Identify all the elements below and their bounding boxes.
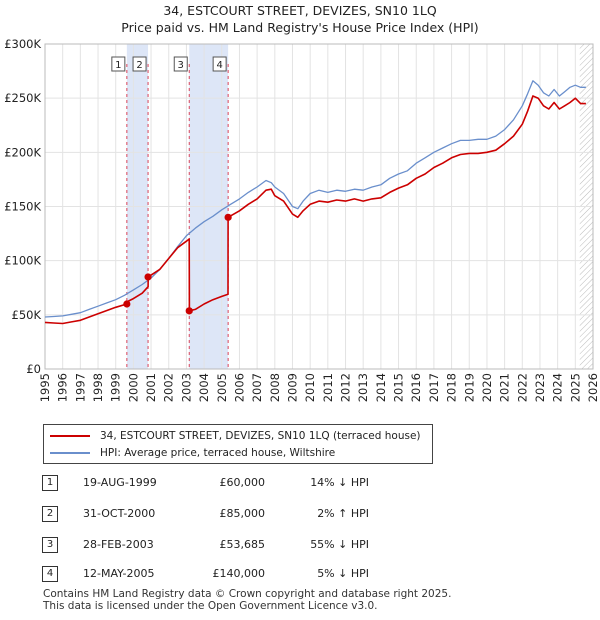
y-tick-label: £150K — [4, 200, 41, 214]
legend-item-property: 34, ESTCOURT STREET, DEVIZES, SN10 1LQ (… — [50, 428, 421, 444]
legend-swatch-hpi — [50, 452, 90, 454]
sale-price: £140,000 — [212, 567, 266, 580]
x-tick-label: 1996 — [56, 373, 70, 402]
sale-point — [185, 307, 193, 315]
sale-number-badge: 4 — [42, 566, 58, 582]
x-tick-label: 2008 — [268, 373, 282, 402]
y-tick-label: £250K — [4, 91, 41, 105]
sale-label: 2 — [136, 60, 142, 71]
sale-price: £60,000 — [219, 476, 266, 489]
y-tick-label: £50K — [12, 308, 42, 322]
chart-title: 34, ESTCOURT STREET, DEVIZES, SN10 1LQ — [163, 3, 437, 18]
legend-swatch-property — [50, 435, 90, 437]
property-price-line — [44, 95, 586, 325]
sale-price: £85,000 — [219, 507, 266, 520]
x-tick-label: 2000 — [126, 373, 140, 402]
x-tick-label: 2026 — [586, 373, 600, 402]
sale-label-box — [173, 56, 188, 72]
x-tick-label: 2019 — [462, 373, 476, 402]
y-tick-label: £0 — [26, 362, 41, 376]
sale-point — [144, 273, 152, 281]
y-tick-label: £200K — [4, 145, 41, 159]
x-tick-label: 2002 — [162, 373, 176, 402]
sale-date: 19-AUG-1999 — [83, 476, 157, 489]
x-tick-label: 1997 — [73, 373, 87, 402]
x-tick-label: 2012 — [339, 373, 353, 402]
sale-number-badge: 1 — [42, 475, 58, 491]
x-tick-label: 2022 — [515, 373, 529, 402]
x-tick-label: 1998 — [91, 373, 105, 402]
sale-price: £53,685 — [219, 538, 266, 551]
x-tick-label: 2023 — [533, 373, 547, 402]
plot-frame — [44, 43, 594, 370]
x-tick-label: 2021 — [498, 373, 512, 402]
sale-hpi-diff: 5% ↓ HPI — [317, 567, 369, 580]
x-tick-label: 2007 — [250, 373, 264, 402]
sale-point — [123, 300, 131, 308]
x-tick-label: 2001 — [144, 373, 158, 402]
x-tick-label: 2009 — [285, 373, 299, 402]
sale-hpi-diff: 2% ↑ HPI — [317, 507, 369, 520]
legend-label-hpi: HPI: Average price, terraced house, Wilt… — [100, 447, 336, 459]
table-row: 3 28-FEB-2003 £53,685 55% ↓ HPI — [0, 537, 600, 555]
y-tick-label: £100K — [4, 254, 41, 268]
sale-point — [224, 213, 232, 221]
x-tick-label: 2018 — [445, 373, 459, 402]
sale-hpi-diff: 14% ↓ HPI — [310, 476, 369, 489]
hpi-line — [44, 80, 586, 318]
footer-attribution: Contains HM Land Registry data © Crown c… — [43, 588, 451, 612]
x-tick-label: 2006 — [232, 373, 246, 402]
sale-label-box — [212, 56, 227, 72]
x-tick-label: 2017 — [427, 373, 441, 402]
x-tick-label: 2010 — [303, 373, 317, 402]
x-tick-label: 1995 — [38, 373, 52, 402]
x-tick-label: 1999 — [109, 373, 123, 402]
chart-subtitle: Price paid vs. HM Land Registry's House … — [121, 20, 479, 35]
x-tick-label: 2013 — [356, 373, 370, 402]
x-tick-label: 2003 — [179, 373, 193, 402]
y-tick-label: £300K — [4, 37, 41, 51]
x-tick-label: 2005 — [215, 373, 229, 402]
x-tick-label: 2025 — [568, 373, 582, 402]
sale-label: 4 — [216, 60, 222, 71]
legend-item-hpi: HPI: Average price, terraced house, Wilt… — [50, 445, 335, 461]
x-tick-label: 2016 — [409, 373, 423, 402]
x-tick-label: 2020 — [480, 373, 494, 402]
sale-label: 1 — [115, 60, 121, 71]
sale-date: 31-OCT-2000 — [83, 507, 156, 520]
legend-label-property: 34, ESTCOURT STREET, DEVIZES, SN10 1LQ (… — [100, 430, 421, 442]
sale-label-box — [111, 56, 126, 72]
x-tick-label: 2011 — [321, 373, 335, 402]
sale-date: 12-MAY-2005 — [83, 567, 155, 580]
footer-copyright: Contains HM Land Registry data © Crown c… — [43, 588, 452, 600]
table-row: 2 31-OCT-2000 £85,000 2% ↑ HPI — [0, 506, 600, 524]
x-tick-label: 2014 — [374, 373, 388, 402]
x-tick-label: 2015 — [392, 373, 406, 402]
x-tick-label: 2024 — [551, 373, 565, 402]
legend: 34, ESTCOURT STREET, DEVIZES, SN10 1LQ (… — [43, 424, 433, 464]
x-tick-label: 2004 — [197, 373, 211, 402]
table-row: 1 19-AUG-1999 £60,000 14% ↓ HPI — [0, 475, 600, 493]
sale-hpi-diff: 55% ↓ HPI — [310, 538, 369, 551]
sale-label-box — [132, 56, 147, 72]
sale-number-badge: 3 — [42, 537, 58, 553]
sale-date: 28-FEB-2003 — [83, 538, 154, 551]
sale-label: 3 — [178, 60, 184, 71]
footer-license: This data is licensed under the Open Gov… — [43, 600, 378, 612]
table-row: 4 12-MAY-2005 £140,000 5% ↓ HPI — [0, 566, 600, 584]
sale-number-badge: 2 — [42, 506, 58, 522]
